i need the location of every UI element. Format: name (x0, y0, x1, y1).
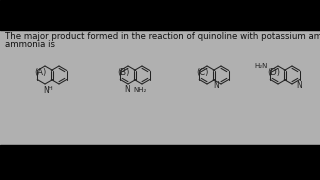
Text: H₂N: H₂N (255, 64, 268, 69)
Text: (C): (C) (196, 69, 208, 78)
Text: (D): (D) (267, 69, 280, 78)
Bar (0, 145, 320, 180)
Bar (0, 0, 320, 30)
Text: The major product formed in the reaction of quinoline with potassium amide (KNH₂: The major product formed in the reaction… (5, 32, 320, 41)
Text: (A): (A) (34, 69, 46, 78)
Text: N: N (43, 86, 49, 95)
Text: N: N (296, 80, 302, 89)
Text: N: N (213, 80, 219, 89)
Text: N: N (124, 85, 130, 94)
Text: H: H (47, 86, 52, 91)
Text: ammonia is: ammonia is (5, 40, 55, 49)
Text: (B): (B) (117, 69, 129, 78)
Text: NH₂: NH₂ (133, 87, 146, 93)
